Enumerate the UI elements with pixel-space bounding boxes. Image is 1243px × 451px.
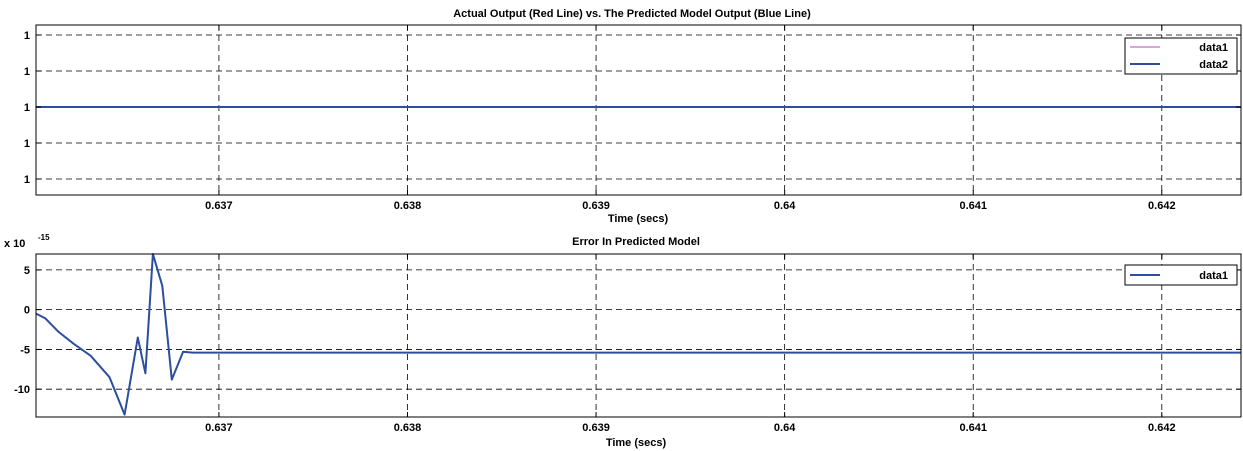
bottom-plot-frame (35, 253, 1242, 418)
top-plot-area (36, 25, 1241, 195)
bottom-y-exponent-base: x 10 (4, 238, 25, 250)
top-chart: Actual Output (Red Line) vs. The Predict… (24, 8, 1242, 225)
bottom-y-exponent-power: -15 (38, 233, 50, 242)
bottom-legend: data1 (1124, 264, 1238, 286)
top-plot-frame (35, 24, 1242, 196)
top-y-tick-label: 1 (24, 66, 30, 78)
top-chart-title: Actual Output (Red Line) vs. The Predict… (453, 8, 811, 20)
bottom-x-tick-label: 0.642 (1148, 422, 1176, 434)
bottom-chart-title: Error In Predicted Model (572, 236, 700, 248)
top-x-tick-label: 0.641 (959, 200, 987, 212)
top-x-tick-label: 0.639 (582, 200, 610, 212)
bottom-series-line-data1 (35, 253, 1241, 416)
bottom-y-tick-label: -10 (14, 384, 30, 396)
bottom-legend-box (1124, 264, 1238, 286)
top-y-tick-label: 1 (24, 174, 30, 186)
bottom-x-tick-label: 0.637 (205, 422, 233, 434)
bottom-y-tick-label: 0 (24, 305, 30, 317)
top-legend-label-data1: data1 (1199, 42, 1228, 54)
top-legend-label-data2: data2 (1199, 59, 1228, 71)
bottom-x-tick-label: 0.641 (959, 422, 987, 434)
bottom-x-tick-label: 0.64 (774, 422, 796, 434)
bottom-ticks: 0.637 0.638 0.639 0.64 0.641 0.642 -10 -5 0 5 (14, 254, 1241, 434)
bottom-x-tick-label: 0.638 (394, 422, 422, 434)
top-x-tick-label: 0.642 (1148, 200, 1176, 212)
top-legend-box (1124, 37, 1238, 75)
bottom-y-tick-label: -5 (20, 344, 30, 356)
top-y-tick-label: 1 (24, 138, 30, 150)
bottom-x-axis-label: Time (secs) (606, 437, 667, 449)
top-y-tick-label: 1 (24, 30, 30, 42)
bottom-series-lines (35, 253, 1241, 416)
top-x-axis-label: Time (secs) (608, 213, 669, 225)
bottom-y-tick-label: 5 (24, 265, 30, 277)
bottom-plot-area (36, 254, 1241, 417)
bottom-y-exponent: x 10 -15 (4, 233, 50, 250)
top-x-tick-label: 0.64 (774, 200, 796, 212)
top-x-tick-label: 0.638 (394, 200, 422, 212)
top-ticks: 0.637 0.638 0.639 0.64 0.641 0.642 1 1 1 1 1 (24, 25, 1241, 212)
bottom-legend-label-data1: data1 (1199, 270, 1228, 282)
top-legend: data1 data2 (1124, 37, 1238, 75)
top-y-tick-label: 1 (24, 102, 30, 114)
bottom-chart: Error In Predicted Model x 10 -15 0.637 0… (4, 233, 1242, 449)
top-x-tick-label: 0.637 (205, 200, 233, 212)
bottom-grid (36, 254, 1241, 417)
bottom-x-tick-label: 0.639 (582, 422, 610, 434)
